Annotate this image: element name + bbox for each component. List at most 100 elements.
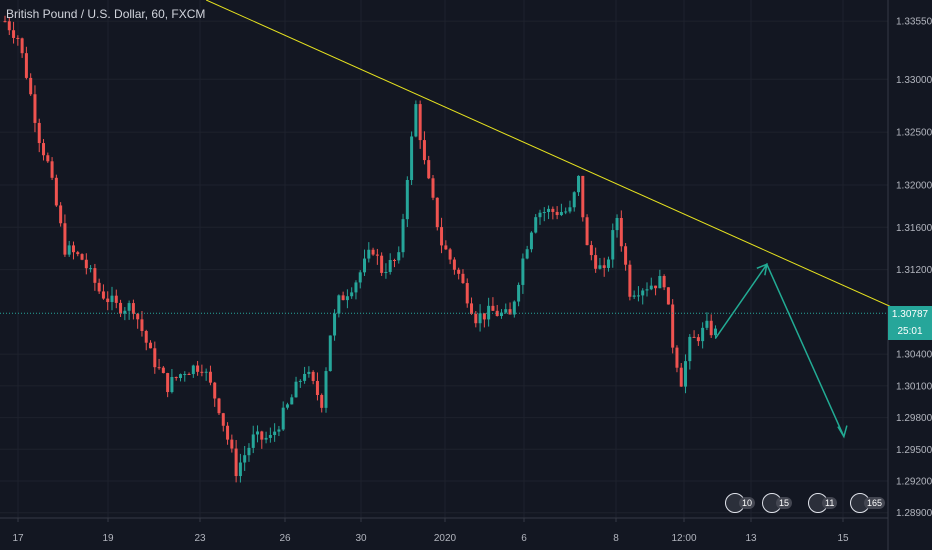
- candle-body: [337, 295, 341, 314]
- candle-body: [7, 21, 11, 31]
- candle-body: [101, 291, 105, 299]
- candle-body: [371, 249, 375, 255]
- candle-body: [123, 310, 127, 314]
- candle-body: [200, 371, 204, 373]
- x-tick-label: 2020: [434, 533, 457, 544]
- candle-body: [482, 313, 486, 320]
- candle-body: [76, 252, 80, 255]
- candle-body: [688, 336, 692, 362]
- candle-body: [478, 313, 482, 324]
- candle-body: [696, 337, 700, 342]
- candle-body: [615, 217, 619, 231]
- candle-body: [63, 223, 67, 255]
- candle-body: [42, 143, 46, 156]
- candle-body: [230, 439, 234, 449]
- candle-body: [50, 161, 54, 178]
- candle-body: [713, 328, 717, 336]
- candle-body: [33, 94, 37, 123]
- candle-body: [178, 374, 182, 379]
- candle-body: [226, 425, 230, 440]
- candle-body: [140, 319, 144, 332]
- candle-body: [191, 365, 195, 375]
- last-price-badge: 1.30787: [888, 306, 932, 323]
- candle-body: [345, 296, 349, 301]
- event-count: 15: [776, 497, 793, 509]
- candle-body: [221, 413, 225, 426]
- economic-event-marker[interactable]: 15: [762, 492, 793, 514]
- economic-event-marker[interactable]: 11: [808, 492, 838, 514]
- candle-body: [422, 140, 426, 161]
- candle-body: [529, 232, 533, 250]
- economic-event-marker[interactable]: 10: [725, 492, 756, 514]
- candle-body: [440, 227, 444, 246]
- y-tick-label: 1.31200: [896, 265, 932, 276]
- candle-body: [131, 303, 135, 314]
- y-tick-label: 1.28900: [896, 508, 932, 519]
- x-tick-label: 26: [279, 533, 291, 544]
- candle-body: [3, 21, 7, 23]
- candle-body: [264, 437, 268, 440]
- candle-body: [106, 298, 110, 303]
- candle-body: [294, 381, 298, 398]
- candle-body: [551, 208, 555, 212]
- candle-body: [508, 309, 512, 315]
- candle-body: [256, 431, 260, 435]
- candle-body: [298, 380, 302, 382]
- x-tick-label: 13: [745, 533, 757, 544]
- candle-body: [363, 258, 367, 273]
- candle-body: [268, 435, 272, 438]
- candle-body: [157, 367, 161, 369]
- candle-body: [504, 309, 508, 313]
- candle-body: [89, 268, 93, 270]
- candle-body: [243, 455, 247, 463]
- candle-body: [93, 268, 97, 283]
- candle-body: [80, 254, 84, 260]
- candle-body: [315, 380, 319, 396]
- projection-arrowhead: [756, 263, 768, 276]
- candle-body: [307, 371, 311, 374]
- candle-body: [97, 282, 101, 292]
- candle-body: [166, 373, 170, 393]
- candle-body: [392, 259, 396, 261]
- candle-body: [136, 313, 140, 320]
- candle-body: [410, 136, 414, 180]
- candle-body: [208, 371, 212, 383]
- candle-body: [632, 295, 636, 297]
- candle-body: [29, 77, 33, 95]
- candle-body: [636, 295, 640, 297]
- candle-body: [196, 365, 200, 372]
- candle-body: [213, 382, 217, 399]
- candle-body: [46, 155, 50, 162]
- candle-body: [418, 104, 422, 141]
- candle-body: [303, 373, 307, 381]
- candle-body: [581, 175, 585, 218]
- candle-body: [161, 367, 165, 374]
- candle-body: [260, 431, 264, 440]
- x-tick-label: 6: [521, 533, 527, 544]
- bar-countdown-badge: 25:01: [888, 323, 932, 340]
- candle-body: [444, 245, 448, 250]
- economic-event-marker[interactable]: 165: [850, 492, 886, 514]
- candle-body: [666, 287, 670, 305]
- candle-body: [333, 313, 337, 336]
- resistance-trendline: [205, 0, 896, 310]
- candle-body: [358, 272, 362, 283]
- candle-body: [12, 30, 16, 38]
- candle-body: [183, 373, 187, 375]
- candle-body: [606, 259, 610, 268]
- candle-body: [281, 407, 285, 430]
- candle-body: [187, 373, 191, 375]
- candle-body: [119, 302, 123, 314]
- candle-body: [705, 320, 709, 328]
- candle-body: [542, 212, 546, 214]
- candle-body: [641, 290, 645, 296]
- candle-body: [555, 211, 559, 216]
- candle-body: [149, 342, 153, 349]
- candle-body: [170, 376, 174, 393]
- y-tick-label: 1.33550: [896, 17, 932, 28]
- candle-body: [84, 259, 88, 269]
- candle-body: [692, 336, 696, 338]
- candle-body: [457, 269, 461, 274]
- candle-body: [474, 313, 478, 324]
